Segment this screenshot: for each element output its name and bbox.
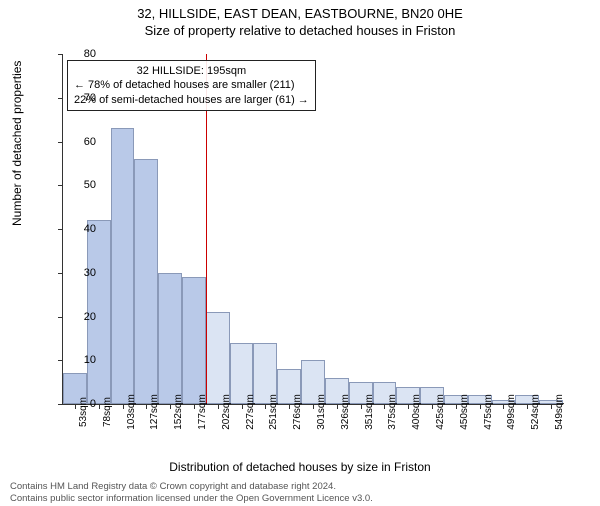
x-tick-mark — [432, 404, 433, 409]
x-tick-mark — [527, 404, 528, 409]
chart-title-line1: 32, HILLSIDE, EAST DEAN, EASTBOURNE, BN2… — [0, 6, 600, 21]
annotation-line3: 22% of semi-detached houses are larger (… — [74, 93, 309, 107]
x-tick-label: 450sqm — [459, 394, 470, 430]
y-tick-label: 0 — [90, 398, 96, 410]
y-tick-mark — [58, 98, 63, 99]
y-tick-label: 80 — [84, 48, 96, 60]
x-tick-label: 103sqm — [126, 394, 137, 430]
y-tick-mark — [58, 404, 63, 405]
x-tick-label: 227sqm — [245, 394, 256, 430]
x-tick-label: 549sqm — [554, 394, 565, 430]
x-tick-mark — [361, 404, 362, 409]
x-tick-mark — [337, 404, 338, 409]
x-tick-mark — [123, 404, 124, 409]
y-tick-mark — [58, 360, 63, 361]
x-tick-label: 524sqm — [530, 394, 541, 430]
x-tick-mark — [265, 404, 266, 409]
x-tick-label: 152sqm — [173, 394, 184, 430]
y-tick-label: 40 — [84, 223, 96, 235]
y-tick-label: 10 — [84, 354, 96, 366]
annotation-box: 32 HILLSIDE: 195sqm← 78% of detached hou… — [67, 60, 316, 111]
x-tick-mark — [408, 404, 409, 409]
y-tick-label: 60 — [84, 136, 96, 148]
x-tick-mark — [480, 404, 481, 409]
annotation-line2: ← 78% of detached houses are smaller (21… — [74, 78, 309, 92]
x-tick-label: 127sqm — [149, 394, 160, 430]
y-tick-label: 30 — [84, 267, 96, 279]
y-tick-label: 20 — [84, 311, 96, 323]
x-tick-label: 425sqm — [435, 394, 446, 430]
y-tick-mark — [58, 273, 63, 274]
x-tick-mark — [456, 404, 457, 409]
x-tick-label: 475sqm — [483, 394, 494, 430]
x-tick-label: 326sqm — [340, 394, 351, 430]
y-tick-mark — [58, 142, 63, 143]
y-tick-mark — [58, 185, 63, 186]
annotation-line1: 32 HILLSIDE: 195sqm — [74, 64, 309, 78]
x-tick-mark — [242, 404, 243, 409]
histogram-bar — [111, 128, 135, 404]
y-tick-mark — [58, 54, 63, 55]
x-tick-mark — [170, 404, 171, 409]
histogram-bar — [182, 277, 206, 404]
y-axis-label: Number of detached properties — [10, 61, 24, 226]
histogram-bar — [206, 312, 230, 404]
x-tick-mark — [313, 404, 314, 409]
x-tick-label: 177sqm — [197, 394, 208, 430]
x-tick-label: 251sqm — [268, 394, 279, 430]
x-tick-mark — [99, 404, 100, 409]
y-tick-mark — [58, 317, 63, 318]
footer-attribution: Contains HM Land Registry data © Crown c… — [10, 481, 373, 504]
footer-line1: Contains HM Land Registry data © Crown c… — [10, 481, 373, 492]
x-tick-mark — [146, 404, 147, 409]
histogram-plot: 32 HILLSIDE: 195sqm← 78% of detached hou… — [62, 54, 563, 405]
x-tick-label: 301sqm — [316, 394, 327, 430]
chart-title-line2: Size of property relative to detached ho… — [0, 23, 600, 38]
x-tick-mark — [551, 404, 552, 409]
x-tick-mark — [194, 404, 195, 409]
x-tick-label: 400sqm — [411, 394, 422, 430]
x-tick-mark — [289, 404, 290, 409]
histogram-bar — [158, 273, 182, 404]
histogram-bar — [134, 159, 158, 404]
x-tick-mark — [218, 404, 219, 409]
x-tick-label: 276sqm — [292, 394, 303, 430]
x-tick-label: 375sqm — [387, 394, 398, 430]
x-tick-label: 351sqm — [364, 394, 375, 430]
x-tick-label: 78sqm — [102, 397, 113, 427]
x-tick-label: 53sqm — [78, 397, 89, 427]
y-tick-label: 50 — [84, 179, 96, 191]
x-tick-label: 202sqm — [221, 394, 232, 430]
y-tick-mark — [58, 229, 63, 230]
x-tick-mark — [384, 404, 385, 409]
x-tick-mark — [75, 404, 76, 409]
x-axis-label: Distribution of detached houses by size … — [0, 460, 600, 474]
footer-line2: Contains public sector information licen… — [10, 493, 373, 504]
x-tick-mark — [503, 404, 504, 409]
x-tick-label: 499sqm — [506, 394, 517, 430]
y-tick-label: 70 — [84, 92, 96, 104]
